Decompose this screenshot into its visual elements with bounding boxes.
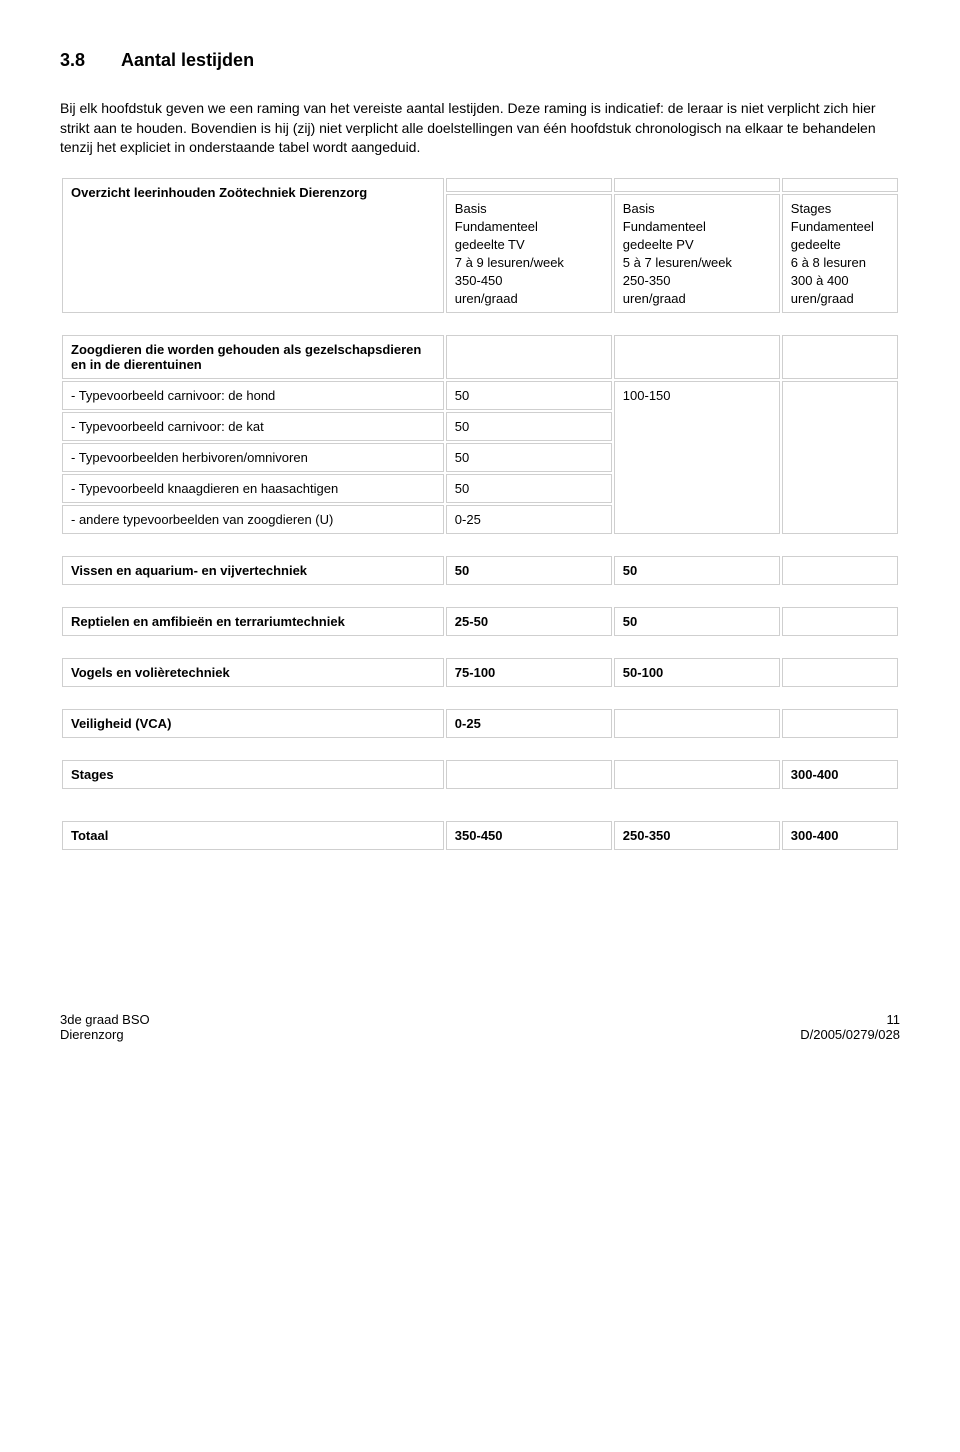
intro-paragraph: Bij elk hoofdstuk geven we een raming va… <box>60 99 900 158</box>
totaal-table: Totaal 350-450 250-350 300-400 <box>60 819 900 852</box>
cell-value: 25-50 <box>446 607 612 636</box>
text: uren/graad <box>623 291 771 306</box>
text: 7 à 9 lesuren/week <box>455 255 603 270</box>
footer-text: Dierenzorg <box>60 1027 150 1042</box>
vissen-table: Vissen en aquarium- en vijvertechniek 50… <box>60 554 900 587</box>
text: 6 à 8 lesuren <box>791 255 889 270</box>
table-row: Overzicht leerinhouden Zoötechniek Diere… <box>62 178 898 192</box>
table-row: Veiligheid (VCA) 0-25 <box>62 709 898 738</box>
table-row: Vogels en volièretechniek 75-100 50-100 <box>62 658 898 687</box>
cell-value: 50 <box>614 607 780 636</box>
veiligheid-table: Veiligheid (VCA) 0-25 <box>60 707 900 740</box>
vogels-table: Vogels en volièretechniek 75-100 50-100 <box>60 656 900 689</box>
row-label: - andere typevoorbeelden van zoogdieren … <box>62 505 444 534</box>
stages-table: Stages 300-400 <box>60 758 900 791</box>
column-header-pv: Basis Fundamenteel gedeelte PV 5 à 7 les… <box>614 194 780 313</box>
column-header-stages: Stages Fundamenteel gedeelte 6 à 8 lesur… <box>782 194 898 313</box>
cell-value: 75-100 <box>446 658 612 687</box>
cell-value: 50-100 <box>614 658 780 687</box>
text: Fundamenteel <box>791 219 889 234</box>
text: gedeelte <box>791 237 889 252</box>
zoogdieren-table: Zoogdieren die worden gehouden als gezel… <box>60 333 900 536</box>
text: uren/graad <box>791 291 889 306</box>
text: Fundamenteel <box>455 219 603 234</box>
row-label: - Typevoorbeeld carnivoor: de hond <box>62 381 444 410</box>
empty-cell <box>614 178 780 192</box>
row-label: Stages <box>62 760 444 789</box>
cell-value: 0-25 <box>446 505 612 534</box>
page-number: 11 <box>800 1012 900 1027</box>
section-title: Aantal lestijden <box>121 50 254 70</box>
table-row: - Typevoorbeeld carnivoor: de hond 50 10… <box>62 381 898 410</box>
section-number: 3.8 <box>60 50 85 70</box>
empty-cell <box>782 381 898 534</box>
text: 350-450 <box>455 273 603 288</box>
row-label: - Typevoorbeeld carnivoor: de kat <box>62 412 444 441</box>
cell-value: 100-150 <box>614 381 780 534</box>
cell-value: 50 <box>446 443 612 472</box>
table-row: Zoogdieren die worden gehouden als gezel… <box>62 335 898 379</box>
row-label: Reptielen en amfibieën en terrariumtechn… <box>62 607 444 636</box>
text: uren/graad <box>455 291 603 306</box>
row-label: Totaal <box>62 821 444 850</box>
text: 250-350 <box>623 273 771 288</box>
section-heading: 3.8 Aantal lestijden <box>60 50 900 71</box>
text: 5 à 7 lesuren/week <box>623 255 771 270</box>
column-header-tv: Basis Fundamenteel gedeelte TV 7 à 9 les… <box>446 194 612 313</box>
text: Basis <box>623 201 771 216</box>
text: gedeelte TV <box>455 237 603 252</box>
table-row: Stages 300-400 <box>62 760 898 789</box>
page-footer: 3de graad BSO Dierenzorg 11 D/2005/0279/… <box>60 1012 900 1042</box>
cell-value: 250-350 <box>614 821 780 850</box>
empty-cell <box>782 607 898 636</box>
empty-cell <box>446 335 612 379</box>
cell-value: 50 <box>446 381 612 410</box>
cell-value: 50 <box>446 474 612 503</box>
zoogdieren-title: Zoogdieren die worden gehouden als gezel… <box>62 335 444 379</box>
doc-code: D/2005/0279/028 <box>800 1027 900 1042</box>
table-row: Reptielen en amfibieën en terrariumtechn… <box>62 607 898 636</box>
table-row: Vissen en aquarium- en vijvertechniek 50… <box>62 556 898 585</box>
text: Basis <box>455 201 603 216</box>
text: Stages <box>791 201 889 216</box>
footer-right: 11 D/2005/0279/028 <box>800 1012 900 1042</box>
empty-cell <box>446 178 612 192</box>
empty-cell <box>782 335 898 379</box>
empty-cell <box>782 709 898 738</box>
footer-left: 3de graad BSO Dierenzorg <box>60 1012 150 1042</box>
row-label: Veiligheid (VCA) <box>62 709 444 738</box>
cell-value: 50 <box>446 556 612 585</box>
footer-text: 3de graad BSO <box>60 1012 150 1027</box>
table-row: Totaal 350-450 250-350 300-400 <box>62 821 898 850</box>
reptielen-table: Reptielen en amfibieën en terrariumtechn… <box>60 605 900 638</box>
row-label: Vogels en volièretechniek <box>62 658 444 687</box>
empty-cell <box>446 760 612 789</box>
row-label: - Typevoorbeelden herbivoren/omnivoren <box>62 443 444 472</box>
empty-cell <box>782 556 898 585</box>
overview-title: Overzicht leerinhouden Zoötechniek Diere… <box>62 178 444 313</box>
text: 300 à 400 <box>791 273 889 288</box>
empty-cell <box>614 709 780 738</box>
cell-value: 300-400 <box>782 760 898 789</box>
text: Fundamenteel <box>623 219 771 234</box>
text: gedeelte PV <box>623 237 771 252</box>
empty-cell <box>782 658 898 687</box>
row-label: Vissen en aquarium- en vijvertechniek <box>62 556 444 585</box>
row-label: - Typevoorbeeld knaagdieren en haasachti… <box>62 474 444 503</box>
cell-value: 0-25 <box>446 709 612 738</box>
empty-cell <box>782 178 898 192</box>
empty-cell <box>614 335 780 379</box>
cell-value: 350-450 <box>446 821 612 850</box>
overview-header-table: Overzicht leerinhouden Zoötechniek Diere… <box>60 176 900 315</box>
cell-value: 300-400 <box>782 821 898 850</box>
cell-value: 50 <box>614 556 780 585</box>
empty-cell <box>614 760 780 789</box>
cell-value: 50 <box>446 412 612 441</box>
